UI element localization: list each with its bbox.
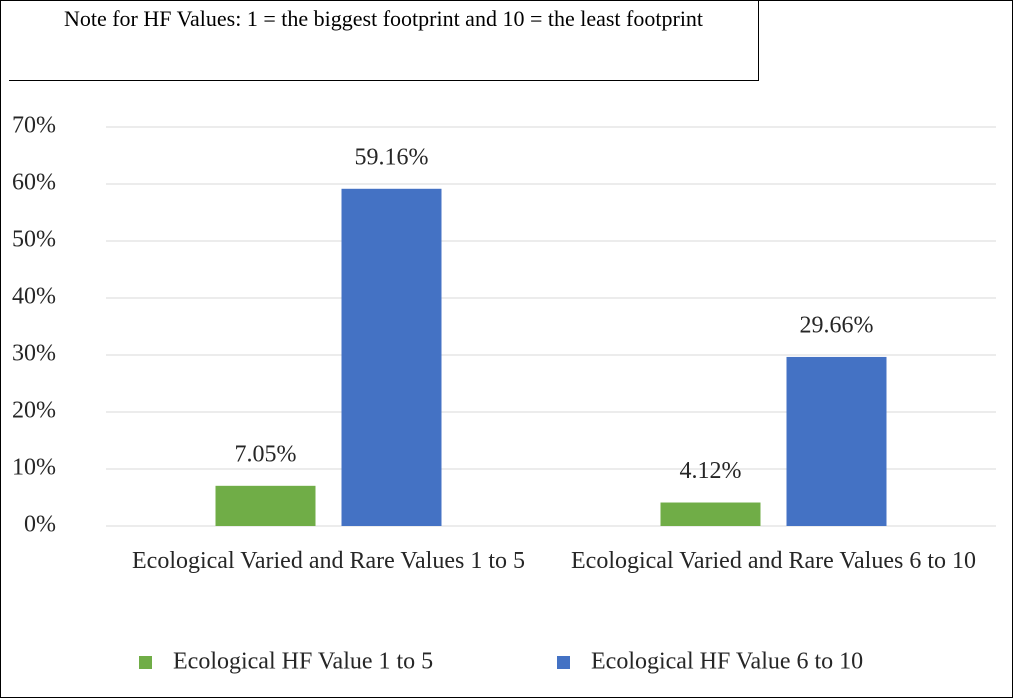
bar	[786, 356, 887, 526]
data-label: 7.05%	[235, 441, 297, 467]
legend-swatch	[557, 656, 570, 669]
chart-title: Note for HF Values: 1 = the biggest foot…	[9, 1, 759, 81]
x-tick-label: Ecological Varied and Rare Values 1 to 5	[132, 548, 525, 574]
x-tick-label: Ecological Varied and Rare Values 6 to 1…	[571, 548, 976, 574]
y-tick-label: 60%	[12, 170, 56, 196]
y-tick-label: 70%	[12, 113, 56, 139]
legend-label: Ecological HF Value 1 to 5	[173, 649, 433, 675]
y-tick-label: 0%	[24, 512, 56, 538]
bar	[215, 485, 316, 526]
legend-label: Ecological HF Value 6 to 10	[591, 649, 863, 675]
data-label: 29.66%	[800, 312, 874, 338]
bar	[660, 502, 761, 526]
y-tick-label: 30%	[12, 341, 56, 367]
y-tick-label: 10%	[12, 455, 56, 481]
data-label: 4.12%	[680, 458, 742, 484]
y-tick-label: 20%	[12, 398, 56, 424]
data-label: 59.16%	[355, 144, 429, 170]
y-tick-label: 50%	[12, 227, 56, 253]
legend-swatch	[139, 656, 152, 669]
bar	[341, 188, 442, 526]
y-tick-label: 40%	[12, 284, 56, 310]
